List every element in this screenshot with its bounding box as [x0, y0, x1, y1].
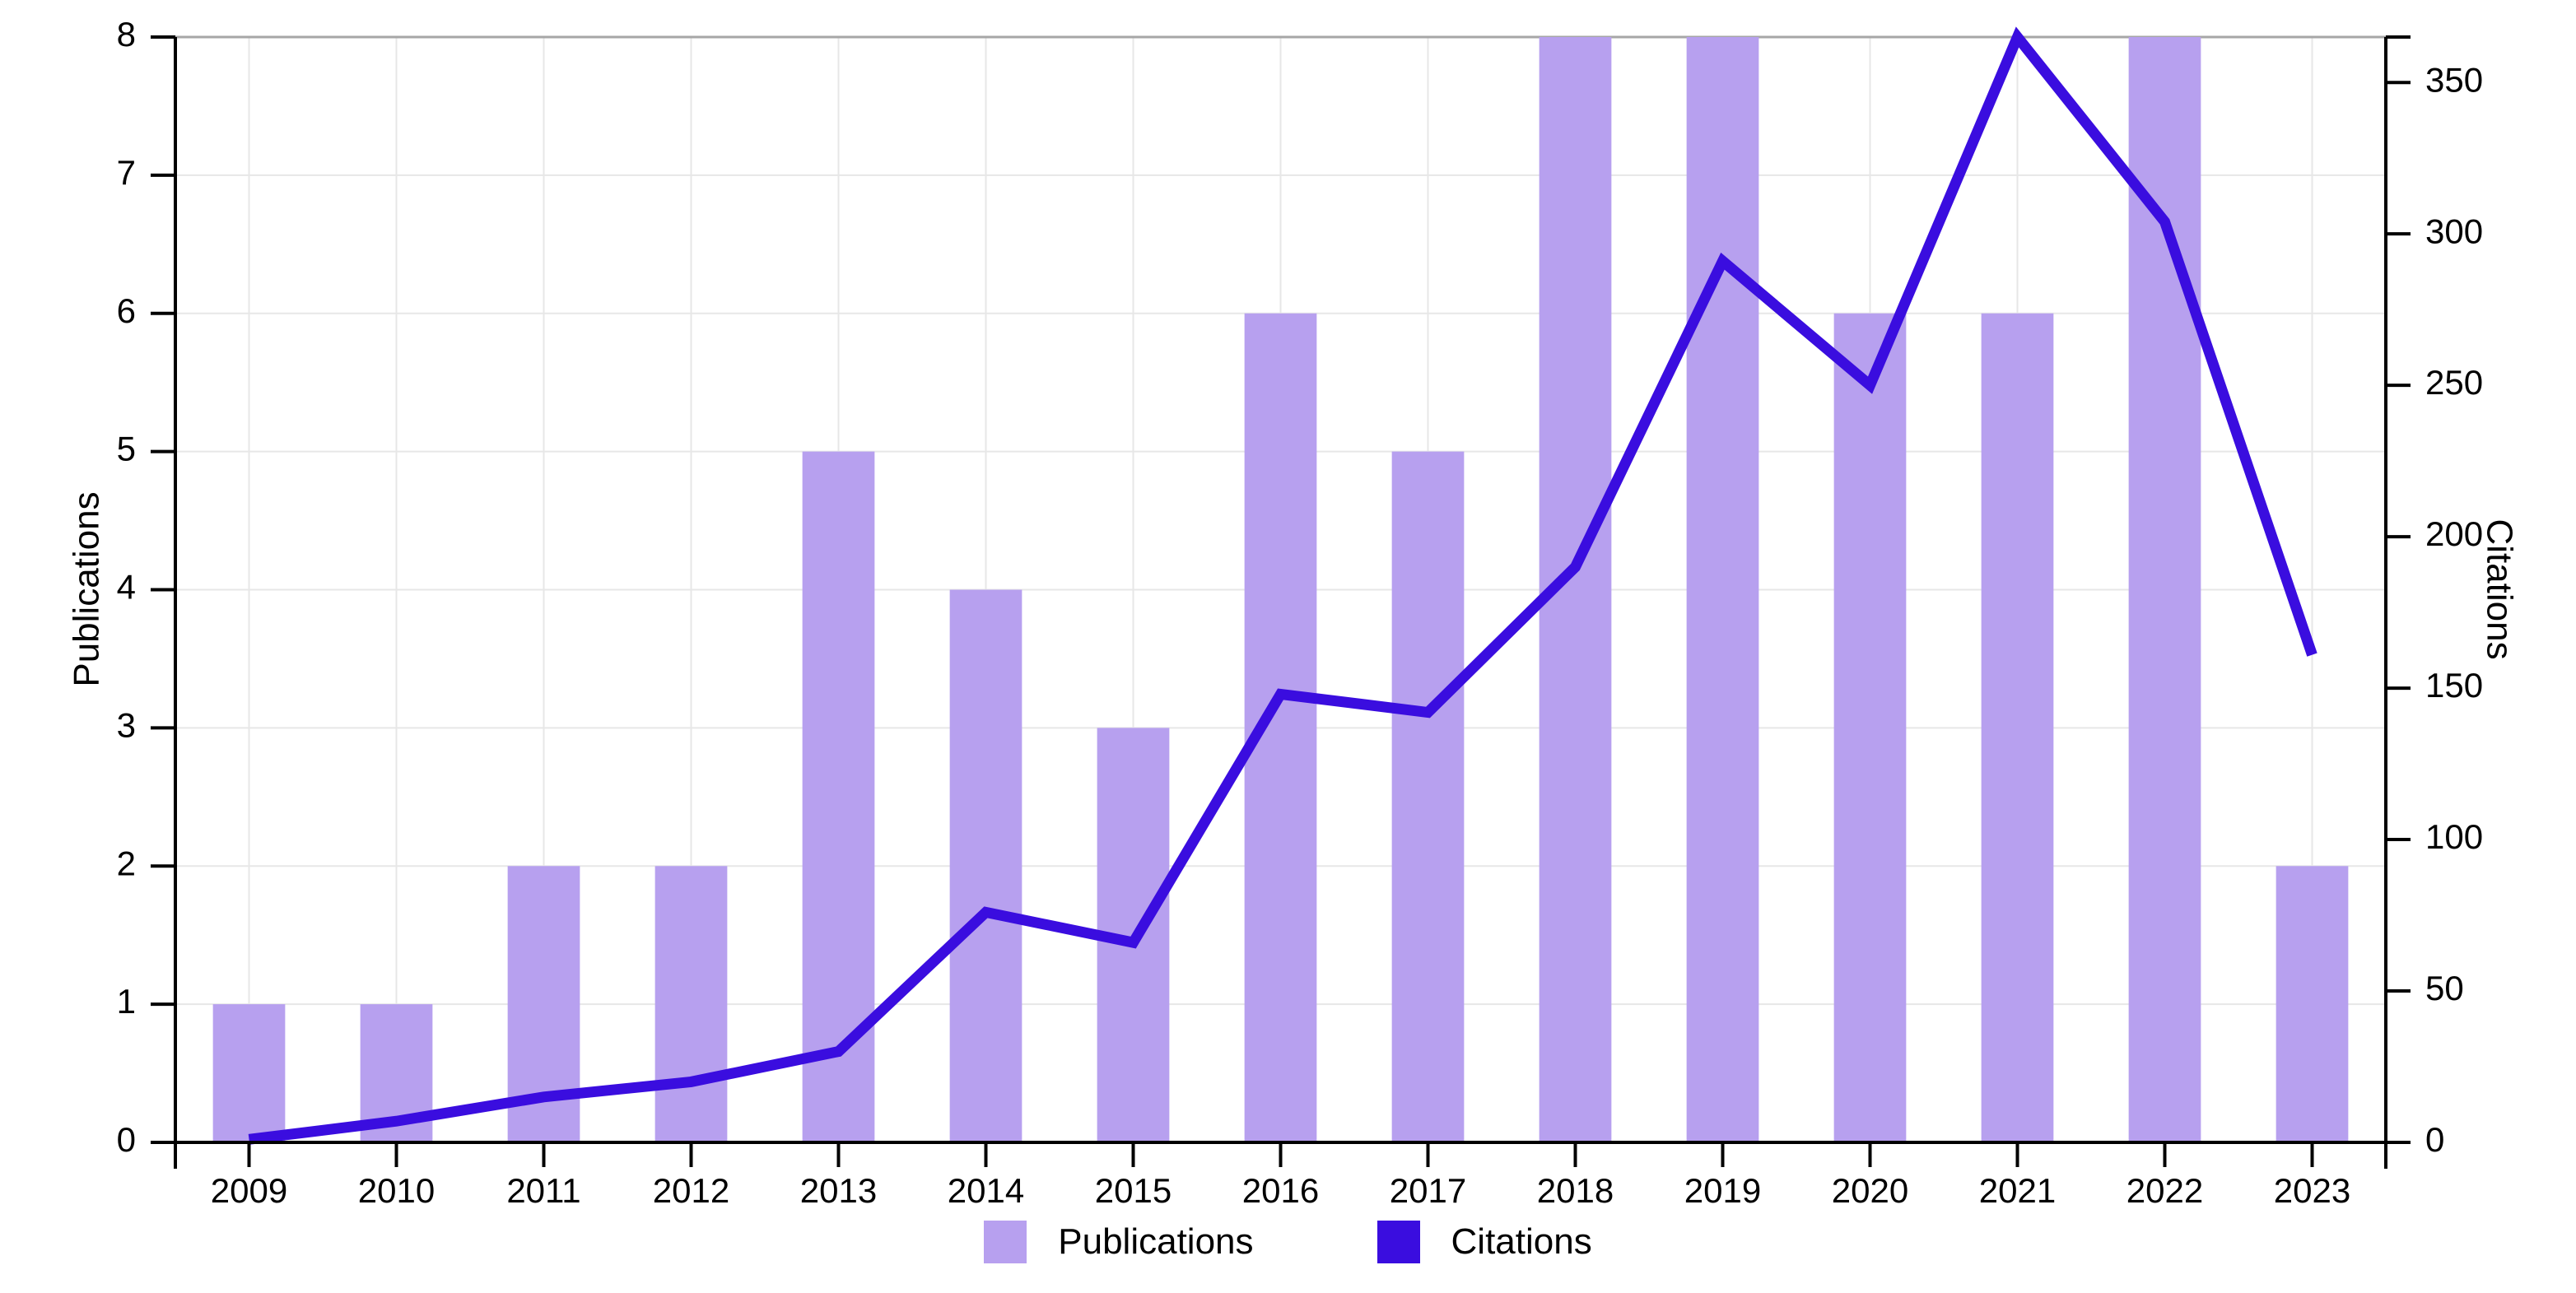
left-axis-title: Publications — [66, 491, 107, 687]
right-axis-tick-label: 200 — [2425, 514, 2483, 553]
citations-line — [248, 26, 2317, 1145]
legend-item-publications: Publications — [984, 1221, 1254, 1263]
left-axis-tick-label: 1 — [117, 982, 136, 1021]
x-axis-tick-label: 2020 — [1832, 1171, 1908, 1210]
x-axis-tick-label: 2013 — [800, 1171, 877, 1210]
right-axis-title: Citations — [2479, 519, 2520, 660]
left-axis-tick-label: 8 — [117, 15, 136, 53]
bar-2019 — [1686, 37, 1759, 1142]
bar-2017 — [1391, 451, 1465, 1142]
x-axis-tick-label: 2019 — [1684, 1171, 1761, 1210]
x-axis-tick-label: 2023 — [2274, 1171, 2350, 1210]
x-axis-tick-label: 2015 — [1095, 1171, 1172, 1210]
bar-2009 — [212, 1004, 286, 1142]
left-axis-tick-label: 7 — [117, 153, 136, 192]
left-axis-tick-label: 5 — [117, 430, 136, 468]
legend-label-citations: Citations — [1451, 1221, 1592, 1262]
x-axis-tick-label: 2022 — [2126, 1171, 2203, 1210]
x-axis-tick-label: 2010 — [358, 1171, 435, 1210]
x-axis-tick-label: 2018 — [1537, 1171, 1614, 1210]
left-axis-tick-label: 4 — [117, 568, 136, 607]
citations-swatch-icon — [1377, 1221, 1420, 1263]
right-axis-tick-label: 150 — [2425, 666, 2483, 705]
right-axis-tick-label: 50 — [2425, 969, 2464, 1007]
x-axis-tick-label: 2017 — [1390, 1171, 1466, 1210]
bar-2012 — [654, 866, 728, 1142]
bar-2020 — [1833, 313, 1907, 1142]
right-axis-tick-label: 250 — [2425, 363, 2483, 402]
right-axis-tick-label: 300 — [2425, 212, 2483, 250]
publications-swatch-icon — [984, 1221, 1027, 1263]
x-axis-tick-label: 2011 — [506, 1171, 580, 1210]
legend: Publications Citations — [0, 1221, 2576, 1263]
left-axis-tick-label: 0 — [117, 1120, 136, 1159]
bar-2023 — [2276, 866, 2349, 1142]
bar-2022 — [2128, 37, 2201, 1142]
x-axis-tick-label: 2021 — [1979, 1171, 2056, 1210]
x-axis-tick-label: 2014 — [948, 1171, 1024, 1210]
right-axis-tick-label: 100 — [2425, 817, 2483, 856]
x-axis-tick-label: 2012 — [653, 1171, 729, 1210]
legend-label-publications: Publications — [1058, 1221, 1254, 1262]
x-axis-tick-label: 2009 — [211, 1171, 287, 1210]
left-axis-tick-label: 3 — [117, 705, 136, 744]
x-axis-tick-label: 2016 — [1242, 1171, 1319, 1210]
bar-2021 — [1981, 313, 2054, 1142]
bar-2014 — [949, 589, 1022, 1142]
left-axis-tick-label: 2 — [117, 844, 136, 882]
bar-2013 — [802, 451, 875, 1142]
right-axis-tick-label: 350 — [2425, 60, 2483, 99]
left-axis-tick-label: 6 — [117, 291, 136, 330]
right-axis-tick-label: 0 — [2425, 1120, 2444, 1159]
legend-item-citations: Citations — [1377, 1221, 1592, 1263]
